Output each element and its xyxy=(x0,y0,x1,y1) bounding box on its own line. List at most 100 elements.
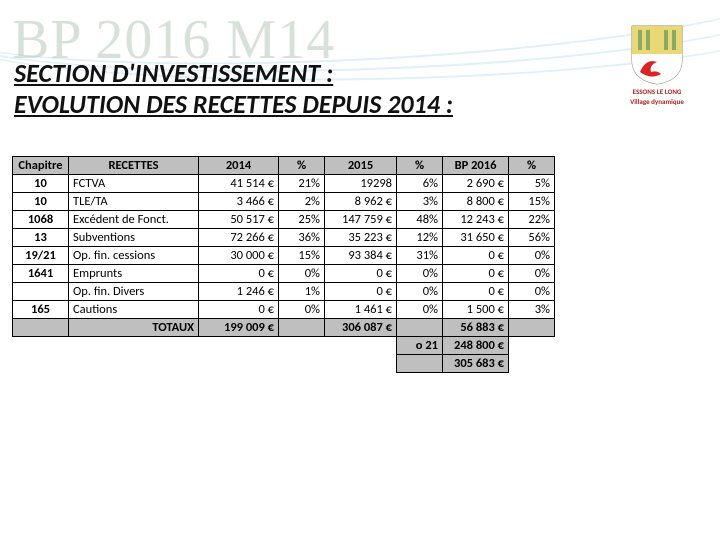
cell-empty xyxy=(279,319,325,337)
cell-pct-bp: 0% xyxy=(509,265,555,283)
cell-empty xyxy=(13,355,69,373)
cell-chapitre: 1641 xyxy=(13,265,69,283)
cell-pct-bp: 5% xyxy=(509,175,555,193)
cell-2014: 72 266 € xyxy=(199,229,279,247)
cell-bp2016: 1 500 € xyxy=(443,301,509,319)
cell-empty xyxy=(13,337,69,355)
cell-pct-2014: 2% xyxy=(279,193,325,211)
cell-pct-2015: 0% xyxy=(397,283,443,301)
cell-pct-bp: 0% xyxy=(509,247,555,265)
cell-2014: 50 517 € xyxy=(199,211,279,229)
col-2014: 2014 xyxy=(199,157,279,175)
cell-2015: 8 962 € xyxy=(325,193,397,211)
recettes-table: Chapitre RECETTES 2014 % 2015 % BP 2016 … xyxy=(12,156,555,373)
section-subtitle: SECTION D'INVESTISSEMENT : EVOLUTION DES… xyxy=(14,58,453,120)
cell-2015: 147 759 € xyxy=(325,211,397,229)
municipality-logo: ESSONS LE LONG Village dynamique xyxy=(618,24,696,114)
cell-extra-val: 305 683 € xyxy=(443,355,509,373)
cell-empty xyxy=(279,337,325,355)
cell-bp2016: 8 800 € xyxy=(443,193,509,211)
cell-total-label: TOTAUX xyxy=(69,319,199,337)
cell-2015: 93 384 € xyxy=(325,247,397,265)
cell-2014: 30 000 € xyxy=(199,247,279,265)
cell-chapitre: 13 xyxy=(13,229,69,247)
cell-pct-2014: 0% xyxy=(279,301,325,319)
col-2015: 2015 xyxy=(325,157,397,175)
cell-empty xyxy=(325,337,397,355)
table-row: 1068Excédent de Fonct.50 517 €25%147 759… xyxy=(13,211,555,229)
logo-name: ESSONS LE LONG xyxy=(618,88,696,96)
col-bp2016: BP 2016 xyxy=(443,157,509,175)
cell-pct-2015: 0% xyxy=(397,301,443,319)
cell-empty xyxy=(509,337,555,355)
table-row: 165Cautions0 €0%1 461 €0%1 500 €3% xyxy=(13,301,555,319)
cell-2015: 1 461 € xyxy=(325,301,397,319)
cell-pct-2015: 6% xyxy=(397,175,443,193)
cell-pct-2015: 31% xyxy=(397,247,443,265)
cell-pct-bp: 0% xyxy=(509,283,555,301)
cell-pct-2015: 48% xyxy=(397,211,443,229)
subtitle-line-1: SECTION D'INVESTISSEMENT : xyxy=(14,57,333,89)
cell-recettes: Op. fin. Divers xyxy=(69,283,199,301)
table-extra-row: 305 683 € xyxy=(13,355,555,373)
cell-recettes: Op. fin. cessions xyxy=(69,247,199,265)
table-extra-row: o 21248 800 € xyxy=(13,337,555,355)
cell-2015: 0 € xyxy=(325,283,397,301)
cell-2014: 1 246 € xyxy=(199,283,279,301)
cell-empty xyxy=(279,355,325,373)
cell-pct-2014: 0% xyxy=(279,265,325,283)
cell-recettes: Excédent de Fonct. xyxy=(69,211,199,229)
cell-empty xyxy=(509,355,555,373)
table-row: 10TLE/TA3 466 €2%8 962 €3%8 800 €15% xyxy=(13,193,555,211)
cell-chapitre: 19/21 xyxy=(13,247,69,265)
cell-pct-bp: 15% xyxy=(509,193,555,211)
cell-pct-2015: 3% xyxy=(397,193,443,211)
cell-bp2016: 0 € xyxy=(443,283,509,301)
cell-recettes: FCTVA xyxy=(69,175,199,193)
cell-bp2016: 12 243 € xyxy=(443,211,509,229)
cell-empty xyxy=(69,337,199,355)
logo-tagline: Village dynamique xyxy=(618,98,696,106)
cell-pct-2014: 15% xyxy=(279,247,325,265)
cell-extra-key: o 21 xyxy=(397,337,443,355)
cell-2014: 41 514 € xyxy=(199,175,279,193)
col-chapitre: Chapitre xyxy=(13,157,69,175)
cell-recettes: Emprunts xyxy=(69,265,199,283)
col-pct-2014: % xyxy=(279,157,325,175)
cell-pct-2015: 12% xyxy=(397,229,443,247)
cell-chapitre: 10 xyxy=(13,175,69,193)
cell-bp2016: 2 690 € xyxy=(443,175,509,193)
cell-bp2016: 31 650 € xyxy=(443,229,509,247)
cell-recettes: TLE/TA xyxy=(69,193,199,211)
shield-icon xyxy=(630,24,684,86)
cell-pct-bp: 56% xyxy=(509,229,555,247)
cell-chapitre: 10 xyxy=(13,193,69,211)
cell-chapitre: 1068 xyxy=(13,211,69,229)
cell-total-bp: 56 883 € xyxy=(443,319,509,337)
table-row: 19/21Op. fin. cessions30 000 €15%93 384 … xyxy=(13,247,555,265)
cell-2015: 0 € xyxy=(325,265,397,283)
table-row: Op. fin. Divers1 246 €1%0 €0%0 €0% xyxy=(13,283,555,301)
cell-empty xyxy=(199,355,279,373)
cell-bp2016: 0 € xyxy=(443,247,509,265)
cell-chapitre: 165 xyxy=(13,301,69,319)
cell-pct-2015: 0% xyxy=(397,265,443,283)
recettes-table-wrap: Chapitre RECETTES 2014 % 2015 % BP 2016 … xyxy=(12,156,555,373)
cell-extra-val: 248 800 € xyxy=(443,337,509,355)
table-header-row: Chapitre RECETTES 2014 % 2015 % BP 2016 … xyxy=(13,157,555,175)
cell-total-2015: 306 087 € xyxy=(325,319,397,337)
col-recettes: RECETTES xyxy=(69,157,199,175)
cell-pct-2014: 25% xyxy=(279,211,325,229)
table-row: 13Subventions72 266 €36%35 223 €12%31 65… xyxy=(13,229,555,247)
cell-pct-2014: 1% xyxy=(279,283,325,301)
cell-pct-bp: 3% xyxy=(509,301,555,319)
cell-2014: 3 466 € xyxy=(199,193,279,211)
cell-chapitre xyxy=(13,283,69,301)
cell-recettes: Subventions xyxy=(69,229,199,247)
table-row: 10FCTVA41 514 €21%192986%2 690 €5% xyxy=(13,175,555,193)
cell-pct-bp: 22% xyxy=(509,211,555,229)
cell-empty xyxy=(397,319,443,337)
cell-empty xyxy=(199,337,279,355)
table-total-row: TOTAUX199 009 €306 087 €56 883 € xyxy=(13,319,555,337)
cell-empty xyxy=(69,355,199,373)
